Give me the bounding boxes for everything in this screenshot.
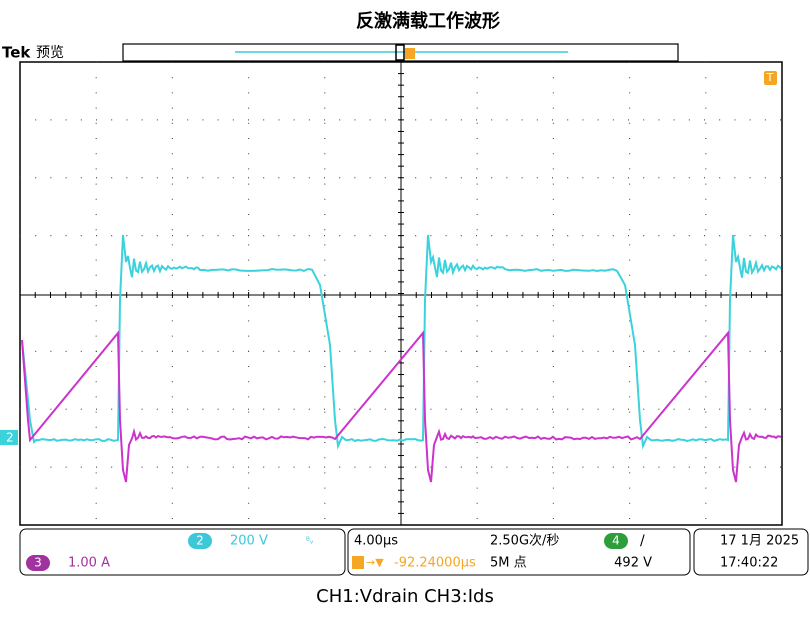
trigger-level: 492 V bbox=[614, 556, 652, 571]
datetime-panel bbox=[693, 528, 809, 576]
channel-panel bbox=[19, 528, 346, 576]
ch3-scale: 1.00 A bbox=[68, 556, 110, 571]
time: 17:40:22 bbox=[720, 556, 778, 571]
caption: CH1:Vdrain CH3:Ids bbox=[316, 586, 494, 607]
ch2-marker-box bbox=[0, 430, 18, 445]
trigger-badge: 4 bbox=[612, 534, 620, 548]
sample-rate: 2.50G次/秒 bbox=[490, 533, 559, 549]
ch3-badge-box bbox=[26, 555, 50, 571]
record-position bbox=[395, 44, 405, 61]
trigger-arrow-icon: →▼ bbox=[366, 556, 384, 569]
ch3-badge: 3 bbox=[34, 556, 42, 570]
ch1-trace bbox=[21, 234, 781, 450]
ch2-scale: 200 V bbox=[230, 534, 268, 549]
trigger-position: -92.24000µs bbox=[394, 556, 476, 571]
ch2-badge: 2 bbox=[196, 534, 204, 548]
bandwidth-icon: ᴮᵥ bbox=[306, 537, 314, 547]
time-scale: 4.00µs bbox=[354, 534, 398, 549]
trigger-icon bbox=[352, 556, 364, 569]
trigger-level-marker: T bbox=[766, 71, 774, 84]
traces bbox=[21, 234, 781, 483]
ch2-marker: 2 bbox=[6, 431, 14, 445]
trigger-badge-box bbox=[604, 533, 628, 549]
trigger-flag bbox=[405, 48, 415, 59]
mode: 预览 bbox=[36, 45, 64, 61]
grid bbox=[19, 61, 782, 526]
ch2-badge-box bbox=[188, 533, 212, 549]
title: 反激满载工作波形 bbox=[356, 10, 500, 32]
trigger-level-box bbox=[764, 71, 777, 85]
ch3-trace bbox=[21, 330, 781, 483]
date: 17 1月 2025 bbox=[720, 534, 799, 549]
brand: Tek bbox=[2, 44, 31, 62]
record-length: 5M 点 bbox=[490, 556, 527, 571]
trigger-slope: / bbox=[640, 533, 645, 549]
